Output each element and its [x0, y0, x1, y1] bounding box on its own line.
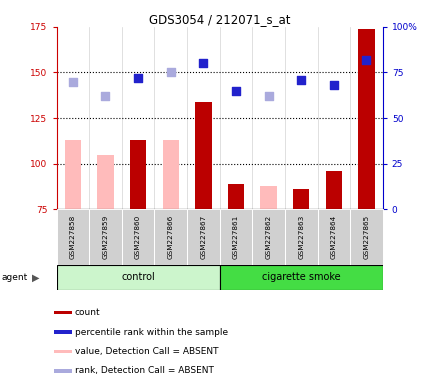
- Bar: [89, 209, 122, 265]
- Text: count: count: [75, 308, 100, 317]
- Point: [199, 60, 207, 66]
- Bar: [195, 102, 211, 209]
- Bar: [54, 369, 72, 373]
- Point: [232, 88, 239, 94]
- Title: GDS3054 / 212071_s_at: GDS3054 / 212071_s_at: [148, 13, 290, 26]
- Text: GSM227864: GSM227864: [330, 215, 336, 259]
- Bar: [56, 209, 89, 265]
- Bar: [187, 209, 219, 265]
- Bar: [65, 140, 81, 209]
- Bar: [293, 189, 309, 209]
- Point: [135, 75, 141, 81]
- Bar: [325, 171, 341, 209]
- Bar: [252, 209, 284, 265]
- Text: cigarette smoke: cigarette smoke: [261, 272, 340, 283]
- Text: GSM227861: GSM227861: [233, 215, 238, 259]
- Bar: [260, 185, 276, 209]
- Text: value, Detection Call = ABSENT: value, Detection Call = ABSENT: [75, 347, 218, 356]
- Point: [362, 56, 369, 63]
- Bar: [122, 209, 154, 265]
- Text: rank, Detection Call = ABSENT: rank, Detection Call = ABSENT: [75, 366, 213, 376]
- Point: [330, 82, 337, 88]
- Text: GSM227867: GSM227867: [200, 215, 206, 259]
- Point: [297, 77, 304, 83]
- Point: [167, 70, 174, 76]
- Text: GSM227865: GSM227865: [363, 215, 368, 259]
- Bar: [97, 155, 113, 209]
- Bar: [317, 209, 349, 265]
- Text: GSM227859: GSM227859: [102, 215, 108, 259]
- Bar: [54, 330, 72, 334]
- Bar: [154, 209, 187, 265]
- Text: percentile rank within the sample: percentile rank within the sample: [75, 328, 227, 336]
- Bar: [227, 184, 243, 209]
- Text: control: control: [121, 272, 155, 283]
- Bar: [130, 140, 146, 209]
- Bar: [54, 349, 72, 353]
- Bar: [284, 209, 317, 265]
- Text: GSM227866: GSM227866: [168, 215, 173, 259]
- Point: [69, 79, 76, 85]
- Point: [265, 93, 272, 99]
- Text: ▶: ▶: [32, 272, 39, 283]
- Text: GSM227863: GSM227863: [298, 215, 303, 259]
- Text: GSM227858: GSM227858: [70, 215, 76, 259]
- Bar: [219, 265, 382, 290]
- Text: GSM227862: GSM227862: [265, 215, 271, 259]
- Bar: [54, 311, 72, 314]
- Bar: [349, 209, 382, 265]
- Bar: [358, 29, 374, 209]
- Text: agent: agent: [1, 273, 27, 282]
- Bar: [162, 140, 178, 209]
- Text: GSM227860: GSM227860: [135, 215, 141, 259]
- Bar: [219, 209, 252, 265]
- Point: [102, 93, 108, 99]
- Bar: [56, 265, 219, 290]
